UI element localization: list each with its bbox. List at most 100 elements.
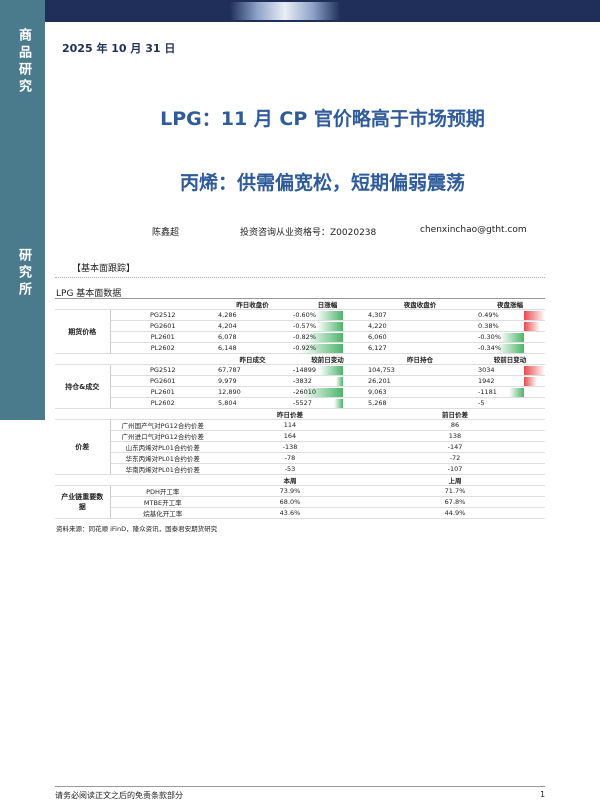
subtitle: 丙烯：供需偏宽松，短期偏弱震荡 xyxy=(45,168,600,195)
data-bar xyxy=(317,322,343,331)
cell: 67.8% xyxy=(365,497,545,508)
cell: 9,979 xyxy=(215,376,290,387)
row-name: PG2601 xyxy=(110,376,215,387)
cell: 44.9% xyxy=(365,508,545,519)
row-name: PL2601 xyxy=(110,332,215,343)
cell: -53 xyxy=(215,464,365,475)
author-name: 陈鑫超 xyxy=(152,225,179,238)
blank-cell xyxy=(55,354,110,365)
cell: -0.57% xyxy=(290,321,365,332)
page-number: 1 xyxy=(540,790,545,799)
cell: 12,890 xyxy=(215,387,290,398)
author-email: chenxinchao@gtht.com xyxy=(420,225,527,235)
blank-cell xyxy=(110,409,215,420)
data-bar xyxy=(336,377,342,386)
cell: 68.0% xyxy=(215,497,365,508)
cell: 104,753 xyxy=(365,365,475,376)
cell: 0.38% xyxy=(475,321,545,332)
data-row: 山东丙烯对PL01合约价差-138-147 xyxy=(55,442,545,453)
cell: -0.92% xyxy=(290,343,365,354)
cell: 6,127 xyxy=(365,343,475,354)
cell-text: -26010 xyxy=(293,388,316,396)
data-bar xyxy=(500,333,524,342)
cell: -0.60% xyxy=(290,310,365,321)
column-header: 昨日收盘价 xyxy=(215,299,290,310)
divider xyxy=(55,277,545,278)
header-row: 本周上周 xyxy=(55,475,545,486)
row-name: PL2602 xyxy=(110,398,215,409)
cell: 4,220 xyxy=(365,321,475,332)
cell: 5,804 xyxy=(215,398,290,409)
blank-cell xyxy=(55,409,110,420)
column-header: 本周 xyxy=(215,475,365,486)
blank-cell xyxy=(55,475,110,486)
row-name: 华东丙烯对PL01合约价差 xyxy=(110,453,215,464)
row-name: PG2601 xyxy=(110,321,215,332)
cell: -78 xyxy=(215,453,365,464)
data-bar xyxy=(497,344,524,353)
cell: 5,268 xyxy=(365,398,475,409)
section-heading: 【基本面跟踪】 xyxy=(72,261,135,274)
blank-cell xyxy=(55,299,110,310)
data-bar xyxy=(509,388,524,397)
cell-text: -5527 xyxy=(293,399,312,407)
cell: 6,078 xyxy=(215,332,290,343)
cell: -0.34% xyxy=(475,343,545,354)
cell: -0.82% xyxy=(290,332,365,343)
cell: 3034 xyxy=(475,365,545,376)
header-row: 昨日收盘价日涨幅夜盘收盘价夜盘涨幅 xyxy=(55,299,545,310)
column-header: 上周 xyxy=(365,475,545,486)
cell: 6,060 xyxy=(365,332,475,343)
cell: -138 xyxy=(215,442,365,453)
cell: -1181 xyxy=(475,387,545,398)
cell: -107 xyxy=(365,464,545,475)
cell: 67,787 xyxy=(215,365,290,376)
row-name: PL2601 xyxy=(110,387,215,398)
cell-text: -5 xyxy=(478,399,484,407)
column-header: 较前日变动 xyxy=(475,354,545,365)
cell: 138 xyxy=(365,431,545,442)
sidebar: 商品研究 研究所 xyxy=(0,0,45,420)
data-bar xyxy=(524,377,537,386)
data-bar xyxy=(524,311,545,320)
data-bar xyxy=(316,311,343,320)
row-name: PG2512 xyxy=(110,365,215,376)
column-header: 昨日持仓 xyxy=(365,354,475,365)
cell: 6,148 xyxy=(215,343,290,354)
source-note: 资料来源：同花顺 iFinD，隆众资讯，国泰君安期货研究 xyxy=(56,523,217,533)
cell: -26010 xyxy=(290,387,365,398)
cell: 164 xyxy=(215,431,365,442)
cell-text: -0.82% xyxy=(293,333,316,341)
cell-text: 1942 xyxy=(478,377,495,385)
column-header: 昨日成交 xyxy=(215,354,290,365)
banner-image xyxy=(230,2,340,20)
cell: 9,063 xyxy=(365,387,475,398)
cell-text: -0.60% xyxy=(293,311,316,319)
row-name: PDH开工率 xyxy=(110,486,215,497)
cell: 26,201 xyxy=(365,376,475,387)
row-name: 广州进口气对PG12合约价差 xyxy=(110,431,215,442)
sidebar-bottom: 研究所 xyxy=(14,248,33,299)
cell: 86 xyxy=(365,420,545,431)
cell: -0.30% xyxy=(475,332,545,343)
footer-line xyxy=(55,786,545,787)
column-header: 夜盘收盘价 xyxy=(365,299,475,310)
cell: 43.6% xyxy=(215,508,365,519)
cell: -5 xyxy=(475,398,545,409)
blank-cell xyxy=(110,475,215,486)
row-name: PG2512 xyxy=(110,310,215,321)
cell-text: -0.30% xyxy=(478,333,501,341)
blank-cell xyxy=(110,299,215,310)
group-label: 价差 xyxy=(55,420,110,475)
cell-text: 0.38% xyxy=(478,322,499,330)
data-bar xyxy=(524,366,545,375)
row-name: 烷基化开工率 xyxy=(110,508,215,519)
